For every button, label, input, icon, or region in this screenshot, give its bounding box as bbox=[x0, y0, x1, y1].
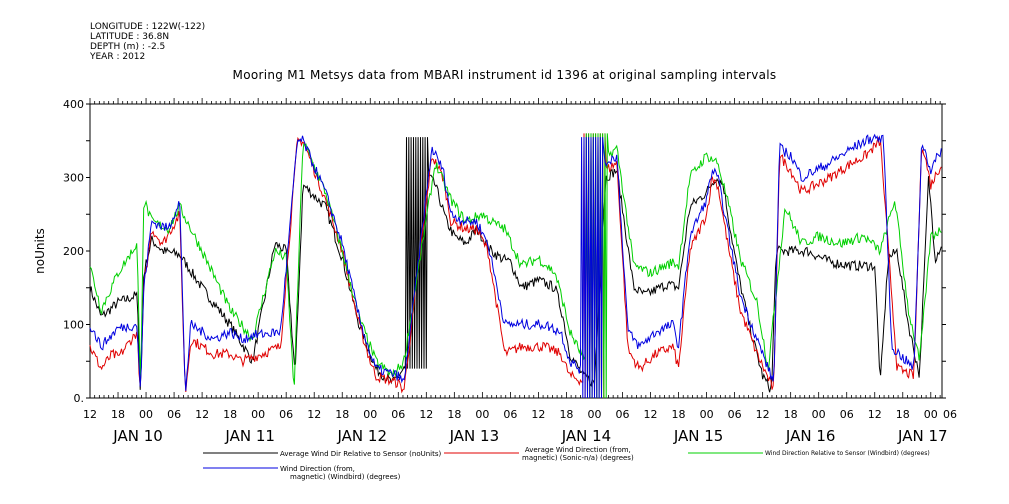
x-hour-label: 18 bbox=[223, 408, 237, 421]
series-line-2 bbox=[89, 133, 942, 399]
latitude-label: LATITUDE : 36.8N bbox=[90, 32, 170, 42]
x-hour-label: 00 bbox=[363, 408, 377, 421]
x-hour-label: 12 bbox=[756, 408, 770, 421]
x-hour-label: 18 bbox=[559, 408, 573, 421]
x-hour-label: 18 bbox=[111, 408, 125, 421]
x-hour-label: 06 bbox=[616, 408, 630, 421]
x-day-label: JAN 13 bbox=[449, 427, 500, 445]
x-day-label: JAN 16 bbox=[785, 427, 836, 445]
x-hour-label: 12 bbox=[531, 408, 545, 421]
x-hour-label: 06 bbox=[503, 408, 517, 421]
x-hour-label: 06 bbox=[728, 408, 742, 421]
x-day-label: JAN 12 bbox=[337, 427, 388, 445]
x-hour-label: 12 bbox=[195, 408, 209, 421]
x-hour-label: 00 bbox=[924, 408, 938, 421]
legend-label-1: Average Wind Direction (from, magnetic) … bbox=[522, 446, 634, 462]
x-hour-label: 18 bbox=[672, 408, 686, 421]
chart-title: Mooring M1 Metsys data from MBARI instru… bbox=[232, 68, 777, 82]
depth-label: DEPTH (m) : -2.5 bbox=[90, 42, 166, 52]
x-hour-label: 18 bbox=[335, 408, 349, 421]
x-hour-label: 12 bbox=[307, 408, 321, 421]
x-day-label: JAN 14 bbox=[561, 427, 612, 445]
x-day-label: JAN 11 bbox=[224, 427, 275, 445]
y-tick-label: 200 bbox=[63, 245, 84, 258]
series-line-3 bbox=[89, 133, 942, 399]
y-tick-label: 100 bbox=[63, 319, 84, 332]
x-day-label: JAN 17 bbox=[897, 427, 948, 445]
metadata-block: LONGITUDE : 122W(-122) LATITUDE : 36.8N … bbox=[90, 22, 205, 62]
x-hour-label: 12 bbox=[868, 408, 882, 421]
x-hour-label: 00 bbox=[812, 408, 826, 421]
series-line-0 bbox=[89, 137, 942, 393]
legend-label-0: Average Wind Dir Relative to Sensor (noU… bbox=[280, 450, 442, 458]
x-hour-label: 18 bbox=[784, 408, 798, 421]
x-hour-label: 12 bbox=[83, 408, 97, 421]
x-hour-label: 00 bbox=[475, 408, 489, 421]
x-hour-label: 00 bbox=[700, 408, 714, 421]
x-hour-label: 18 bbox=[896, 408, 910, 421]
series-line-1 bbox=[89, 133, 942, 399]
y-tick-label: 400 bbox=[63, 98, 84, 111]
x-hour-label: 12 bbox=[419, 408, 433, 421]
y-axis-label: noUnits bbox=[33, 228, 47, 274]
x-hour-label: 12 bbox=[644, 408, 658, 421]
x-day-label: JAN 15 bbox=[673, 427, 724, 445]
x-hour-label: 00 bbox=[251, 408, 265, 421]
x-hour-label: 06 bbox=[840, 408, 854, 421]
x-hour-label: 06 bbox=[391, 408, 405, 421]
x-hour-label: 06 bbox=[279, 408, 293, 421]
x-hour-label: 00 bbox=[587, 408, 601, 421]
x-day-label: JAN 10 bbox=[112, 427, 163, 445]
x-hour-label: 00 bbox=[139, 408, 153, 421]
y-tick-label: 0. bbox=[74, 392, 85, 405]
year-label: YEAR : 2012 bbox=[90, 52, 146, 62]
legend-label-3: Wind Direction (from, magnetic) (Windbir… bbox=[280, 465, 401, 481]
legend-label-2: Wind Direction Relative to Sensor (Windb… bbox=[765, 450, 930, 457]
longitude-label: LONGITUDE : 122W(-122) bbox=[90, 22, 206, 32]
x-hour-label: 06 bbox=[167, 408, 181, 421]
y-tick-label: 300 bbox=[63, 172, 84, 185]
x-hour-label: 18 bbox=[447, 408, 461, 421]
x-hour-label: 06 bbox=[943, 408, 957, 421]
